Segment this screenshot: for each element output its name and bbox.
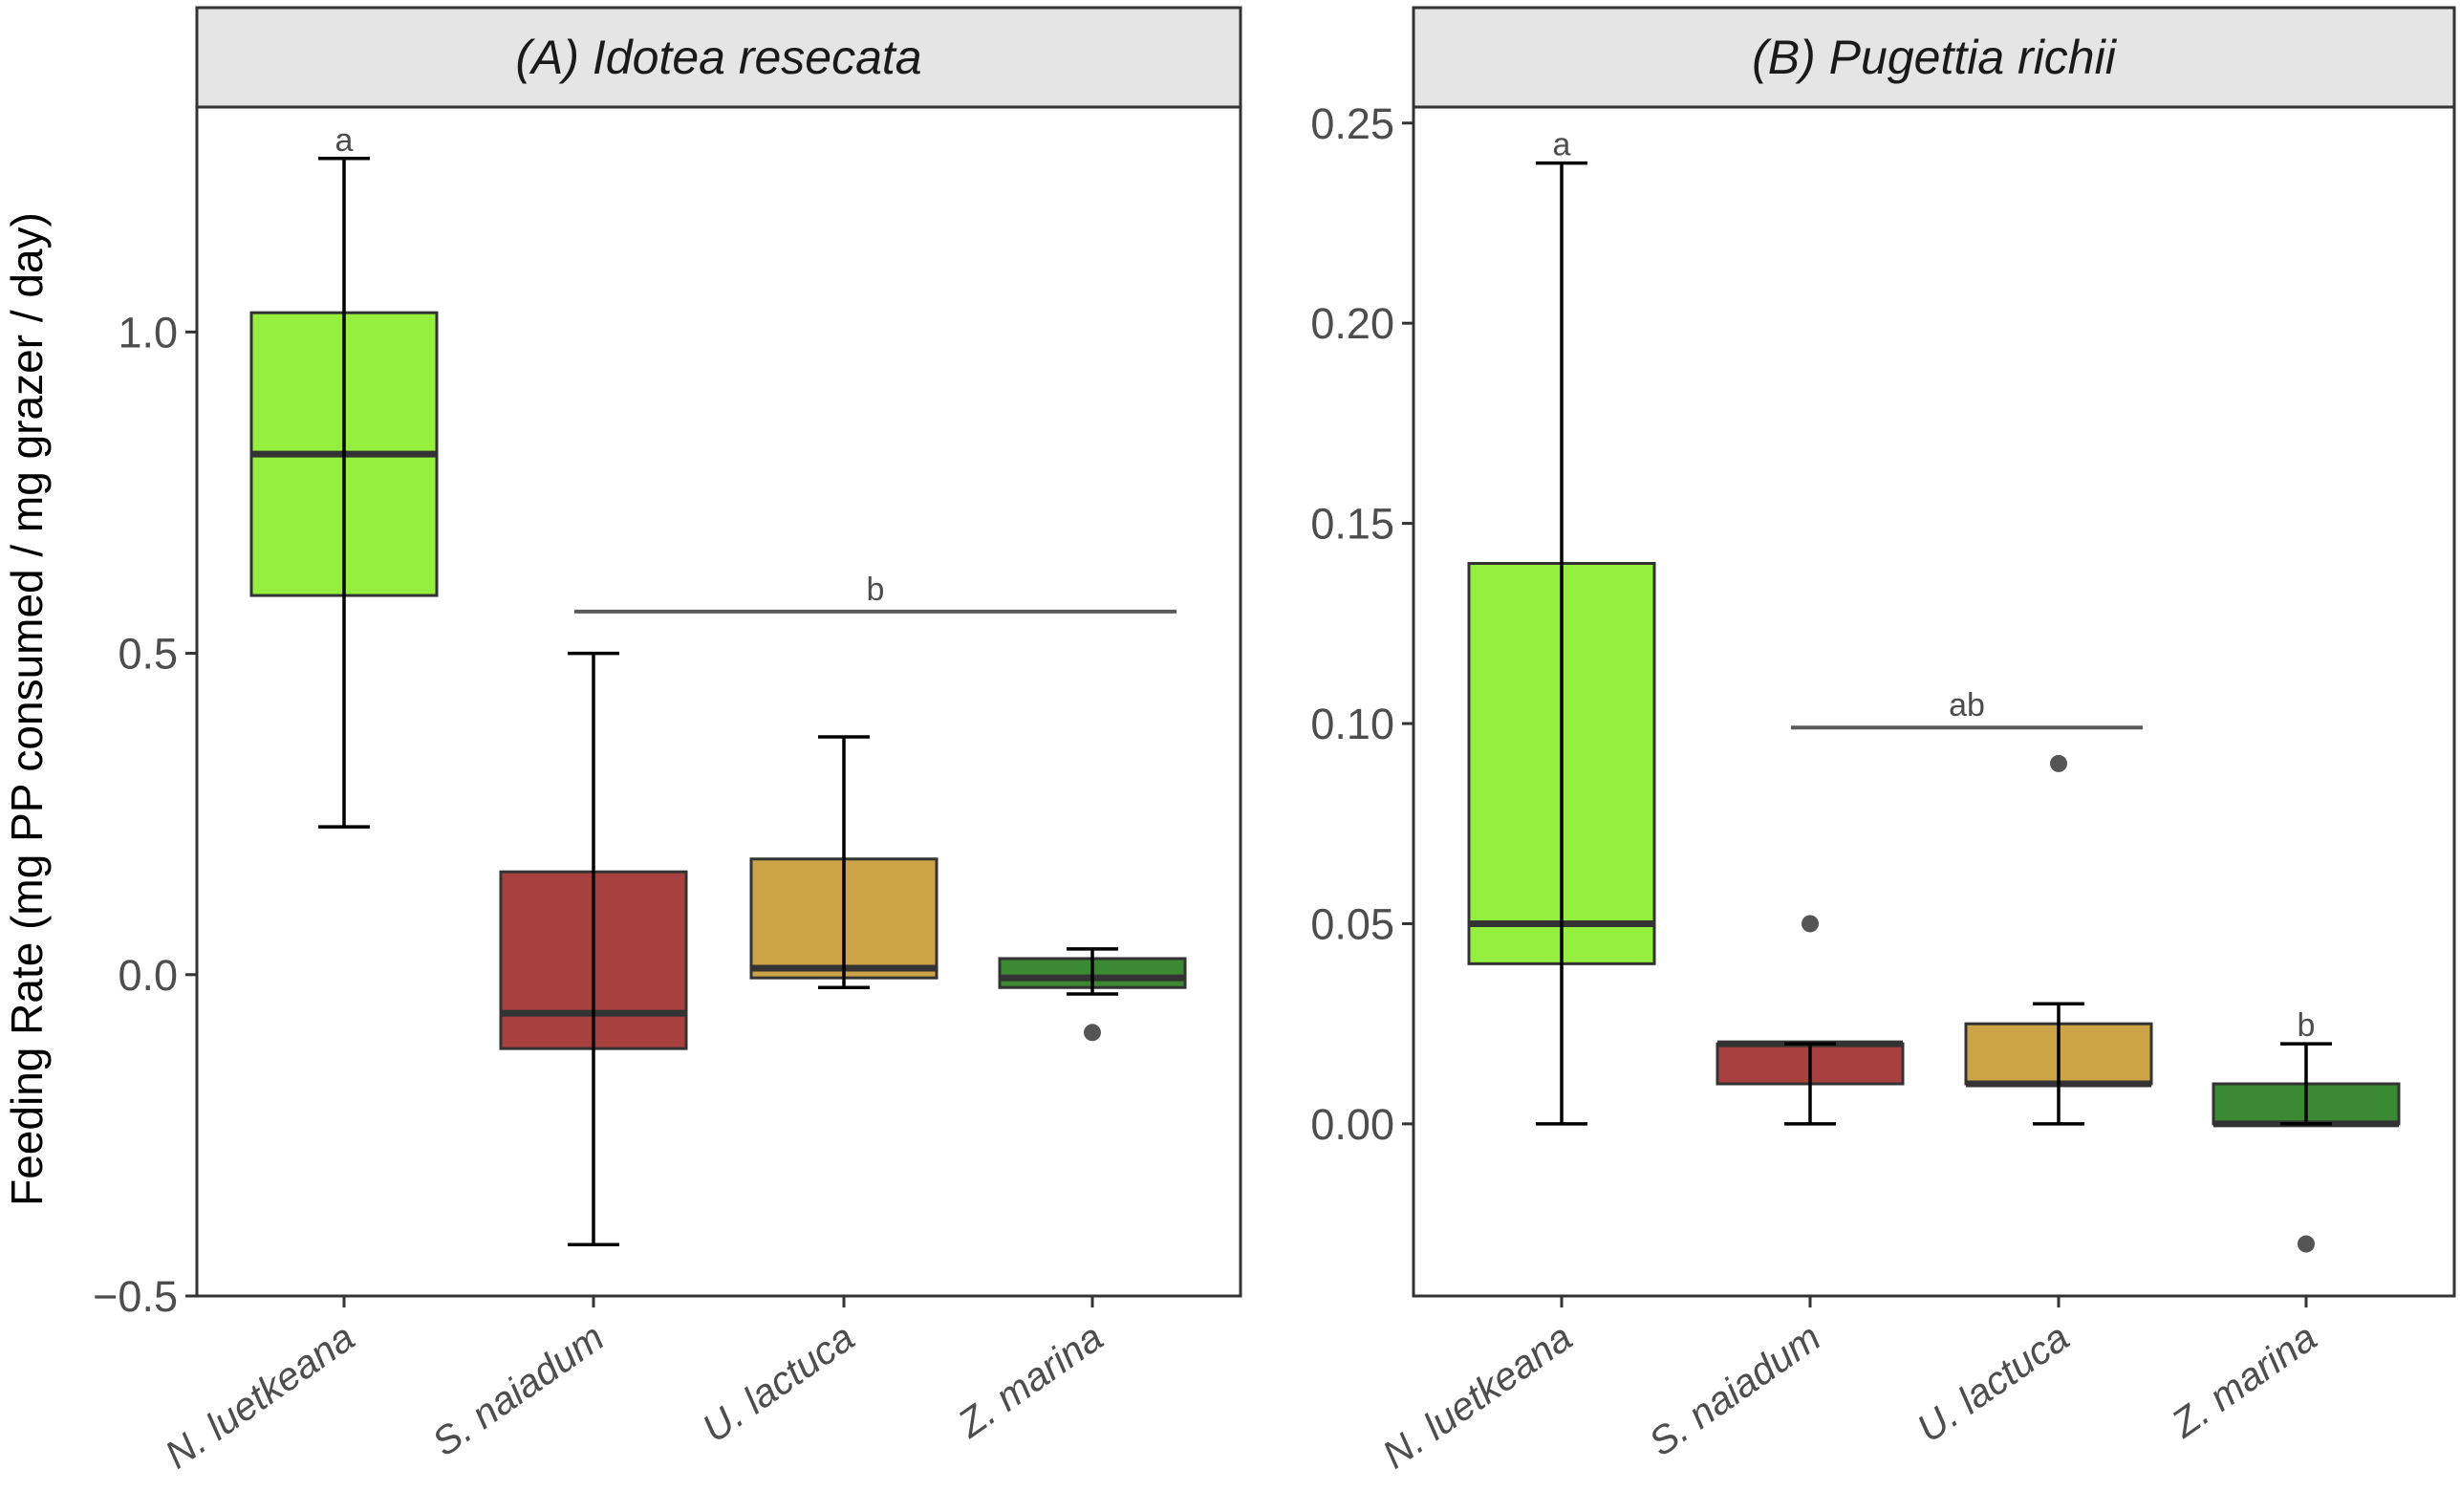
y-tick-label: 0.5: [118, 630, 178, 679]
outlier-point: [2298, 1235, 2315, 1253]
x-tick-label: N. luetkeana: [1374, 1315, 1580, 1478]
y-tick-label: 0.10: [1310, 700, 1394, 748]
box-z-marina: [998, 947, 1187, 1042]
y-axis-title: Feeding Rate (mg PP consumed / mg grazer…: [2, 212, 52, 1206]
panel-title: (A) Idotea resecata: [515, 31, 921, 84]
x-tick-label: U. lactuca: [694, 1315, 862, 1451]
y-tick-label: 0.20: [1310, 299, 1394, 348]
box-n-luetkeana: [249, 157, 439, 829]
box-s-naiadum: [1716, 915, 1905, 1126]
box-u-lactuca: [749, 735, 939, 989]
x-tick-label: Z. marina: [949, 1315, 1111, 1447]
box-s-naiadum: [499, 651, 688, 1246]
x-tick-label: U. lactuca: [1909, 1315, 2077, 1451]
strip-header: [1412, 6, 2456, 109]
y-tick-label: 0.0: [118, 951, 178, 1000]
strip-header: [195, 6, 1242, 109]
panel-a: (A) Idotea resecata −0.5 0.0 0.5 1.0 a b N. lue…: [93, 6, 1242, 1478]
panel-title: (B) Pugettia richii: [1752, 31, 2118, 84]
significance-letter: a: [335, 122, 354, 159]
y-tick-label: 0.15: [1310, 500, 1394, 549]
significance-letter: ab: [1949, 687, 1985, 724]
panel-border: [1412, 105, 2456, 1298]
x-tick-label: S. naiadum: [424, 1315, 612, 1465]
panel-border: [195, 105, 1242, 1298]
panel-b: (B) Pugettia richii 0.00 0.05 0.10 0.15 0.20 0…: [1310, 6, 2456, 1478]
significance-letter: b: [2298, 1007, 2316, 1044]
outlier-point: [1084, 1024, 1101, 1042]
x-tick-label: N. luetkeana: [157, 1315, 362, 1478]
x-tick-label: S. naiadum: [1641, 1315, 1828, 1465]
y-tick-label: 0.00: [1310, 1100, 1394, 1149]
y-tick-label: −0.5: [93, 1272, 178, 1321]
significance-letter: a: [1553, 127, 1571, 163]
significance-letter: b: [867, 572, 885, 608]
y-tick-label: 1.0: [118, 308, 178, 356]
box-n-luetkeana: [1467, 161, 1656, 1126]
outlier-point: [2050, 754, 2067, 772]
y-tick-label: 0.25: [1310, 99, 1394, 148]
outlier-point: [1802, 915, 1819, 933]
y-tick-label: 0.05: [1310, 899, 1394, 948]
box-z-marina: [2212, 1042, 2401, 1253]
box-u-lactuca: [1964, 754, 2153, 1126]
x-tick-label: Z. marina: [2163, 1315, 2324, 1447]
